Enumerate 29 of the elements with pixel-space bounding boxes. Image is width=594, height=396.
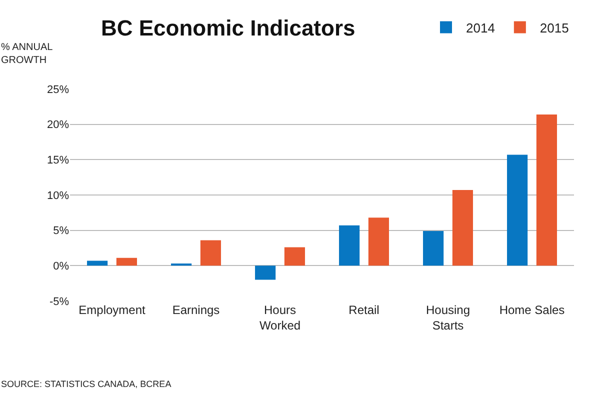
bar: [339, 225, 360, 266]
bar: [87, 260, 108, 266]
bar: [116, 258, 137, 266]
bar: [423, 231, 444, 266]
y-tick-label: 15%: [46, 154, 70, 167]
bar: [200, 240, 221, 266]
y-tick-label: 0%: [53, 260, 70, 273]
y-tick-label: -5%: [49, 296, 70, 308]
bar: [368, 218, 389, 266]
y-axis-title: % ANNUAL GROWTH: [1, 42, 54, 66]
y-tick-label: 5%: [53, 225, 70, 238]
y-tick-label: 25%: [46, 84, 70, 96]
source-note: SOURCE: STATISTICS CANADA, BCREA: [1, 379, 172, 389]
bar: [255, 266, 276, 280]
legend-label: 2014: [466, 20, 495, 36]
legend-label: 2015: [540, 20, 569, 36]
x-tick-label: Housing Starts: [426, 303, 470, 333]
chart-title: BC Economic Indicators: [100, 15, 356, 40]
bar: [284, 247, 305, 266]
y-tick-label: 10%: [46, 190, 70, 202]
bar: [536, 114, 557, 266]
bar: [507, 154, 528, 266]
bar: [452, 190, 473, 266]
x-tick-label: Hours Worked: [259, 303, 301, 333]
y-tick-label: 20%: [46, 119, 70, 132]
x-tick-label: Earnings: [172, 303, 220, 317]
x-tick-label: Employment: [78, 303, 146, 317]
x-tick-label: Retail: [348, 303, 380, 317]
x-tick-label: Home Sales: [499, 303, 565, 317]
